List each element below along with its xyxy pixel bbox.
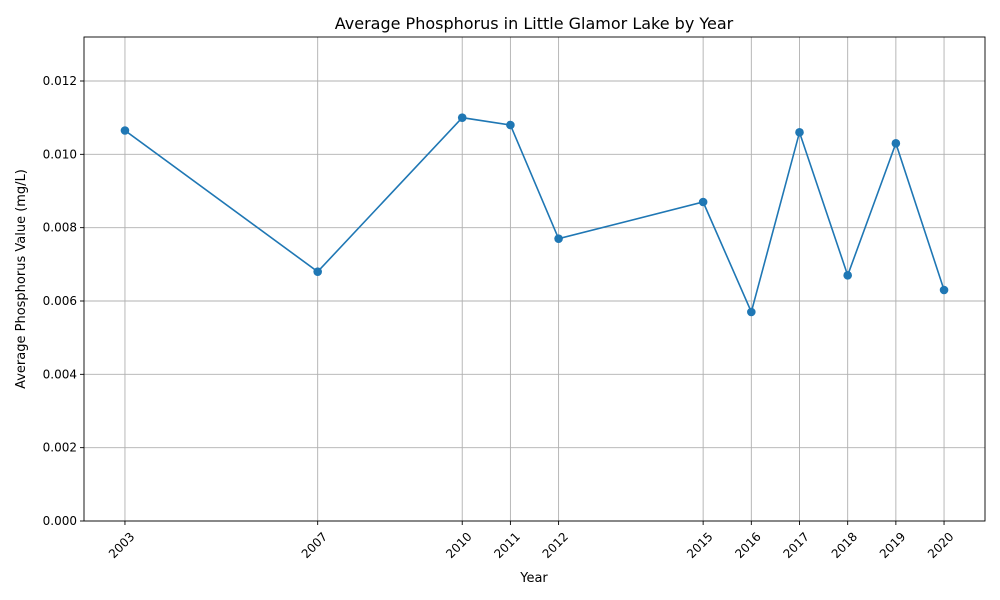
y-axis-label: Average Phosphorus Value (mg/L) bbox=[14, 169, 29, 389]
x-tick-label: 2015 bbox=[684, 530, 715, 561]
x-tick-label: 2011 bbox=[491, 530, 522, 561]
data-point bbox=[506, 120, 515, 130]
x-tick-label: 2016 bbox=[732, 530, 763, 561]
data-point bbox=[891, 139, 901, 148]
x-axis-label: Year bbox=[519, 571, 548, 586]
y-tick-label: 0.006 bbox=[43, 294, 77, 308]
data-point bbox=[939, 285, 949, 295]
data-point bbox=[843, 271, 852, 280]
y-tick-label: 0.008 bbox=[43, 221, 77, 235]
data-point bbox=[747, 307, 756, 317]
y-tick-label: 0.012 bbox=[43, 74, 77, 88]
x-tick-label: 2012 bbox=[540, 530, 571, 561]
series-line bbox=[124, 116, 945, 315]
x-tick-label: 2010 bbox=[443, 530, 474, 561]
x-axis-ticks: 2003 2007 2010 2011 2012 2015 2016 2017 2018 2019… bbox=[106, 521, 957, 561]
x-tick-label: 2007 bbox=[299, 530, 330, 561]
y-tick-label: 0.004 bbox=[43, 367, 77, 381]
data-point bbox=[120, 126, 130, 135]
chart-title: Average Phosphorus in Little Glamor Lake… bbox=[335, 14, 734, 33]
x-tick-label: 2017 bbox=[780, 530, 811, 561]
x-tick-label: 2018 bbox=[829, 530, 860, 561]
x-tick-label: 2003 bbox=[106, 530, 137, 561]
data-point bbox=[457, 113, 467, 122]
series-layer bbox=[120, 113, 949, 317]
x-tick-label: 2019 bbox=[877, 530, 908, 561]
x-tick-label: 2020 bbox=[925, 530, 956, 561]
y-axis-ticks: 0.000 0.002 0.004 0.006 0.008 0.010 0.012 bbox=[43, 74, 84, 528]
y-tick-label: 0.000 bbox=[43, 514, 77, 528]
y-tick-label: 0.010 bbox=[43, 147, 77, 161]
data-point bbox=[554, 234, 563, 243]
data-point bbox=[313, 267, 322, 276]
y-tick-label: 0.002 bbox=[43, 441, 77, 455]
data-point bbox=[795, 128, 804, 137]
plot-frame bbox=[83, 36, 986, 522]
data-point bbox=[698, 197, 708, 207]
